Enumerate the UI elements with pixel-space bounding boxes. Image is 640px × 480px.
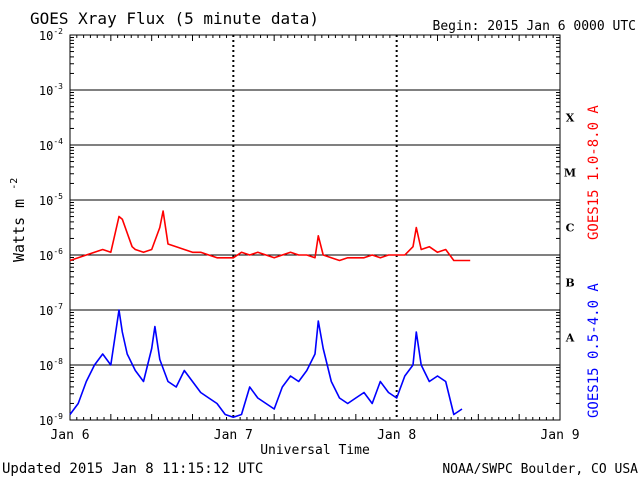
y-tick-label: 10-8 (39, 357, 63, 373)
series-group (69, 210, 471, 419)
y-tick-label: 10-5 (39, 192, 63, 208)
legend-short-label: GOES15 0.5-4.0 A (586, 283, 602, 418)
plot-frame (69, 34, 561, 421)
x-axis-ticks: Jan 6 Jan 7 Jan 8 Jan 9 (50, 35, 580, 443)
legend-short: GOES15 0.5-4.0 A (586, 283, 602, 418)
footer-updated: Updated 2015 Jan 8 11:15:12 UTC (2, 461, 263, 477)
y-axis-ticks: 10-2 10-3 10-4 10-5 10-6 10-7 10-8 10-9 (39, 27, 560, 428)
y-tick-label: 10-6 (39, 247, 63, 263)
y-tick-label: 10-4 (39, 137, 63, 153)
flare-class-label: A (565, 332, 575, 345)
flare-class-label: M (564, 167, 576, 180)
y-tick-label: 10-7 (39, 302, 63, 318)
svg-text:Watts m -2: Watts m -2 (9, 178, 28, 262)
chart-title: GOES Xray Flux (5 minute data) (30, 9, 319, 28)
x-tick-label: Jan 7 (214, 428, 253, 443)
x-tick-label: Jan 8 (377, 428, 416, 443)
begin-label: Begin: 2015 Jan 6 0000 UTC (433, 19, 637, 34)
x-tick-label: Jan 6 (50, 428, 89, 443)
y-axis-label-base: Watts m (10, 199, 28, 262)
flare-class-label: C (566, 222, 575, 235)
y-tick-label: 10-3 (39, 82, 63, 98)
flare-class-label: B (565, 277, 574, 290)
series-line-long (69, 210, 471, 262)
y-axis-label: Watts m -2 (9, 178, 28, 262)
legend-long: GOES15 1.0-8.0 A (586, 105, 602, 240)
y-tick-label: 10-9 (39, 412, 63, 428)
grid (70, 35, 560, 420)
y-axis-label-exp: -2 (9, 178, 20, 190)
footer-credit: NOAA/SWPC Boulder, CO USA (442, 462, 638, 477)
legend-long-label: GOES15 1.0-8.0 A (586, 105, 602, 240)
x-tick-label: Jan 9 (540, 428, 579, 443)
x-axis-label: Universal Time (260, 443, 370, 458)
series-line-short (69, 309, 463, 419)
flare-class-label: X (566, 112, 575, 125)
y-tick-label: 10-2 (39, 27, 63, 43)
flare-class-labels: X M C B A (564, 112, 576, 345)
